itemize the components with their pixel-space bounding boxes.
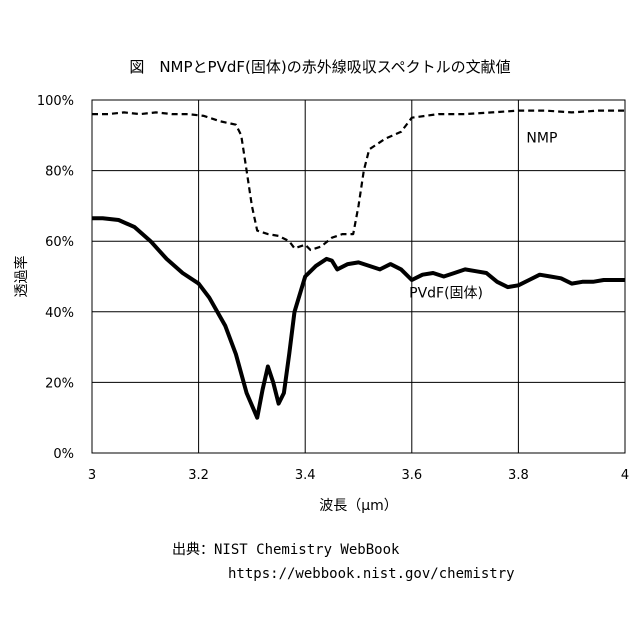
y-tick-label: 80% xyxy=(45,165,74,180)
y-tick-label: 40% xyxy=(45,306,74,321)
x-axis-label: 波長（μm） xyxy=(319,498,398,514)
series-line-1 xyxy=(92,218,625,417)
y-tick-label: 20% xyxy=(45,376,74,391)
y-tick-label: 60% xyxy=(45,235,74,250)
x-tick-label: 3.4 xyxy=(295,468,316,483)
source-line-1: 出典：NIST Chemistry WebBook xyxy=(172,538,515,562)
tick-labels: 33.23.43.63.840%20%40%60%80%100% xyxy=(37,94,629,483)
x-tick-label: 3.8 xyxy=(508,468,529,483)
series-label-0: NMP xyxy=(526,130,557,146)
y-axis-label: 透過率 xyxy=(13,256,30,298)
source-url: https://webbook.nist.gov/chemistry xyxy=(172,562,515,586)
x-tick-label: 3.6 xyxy=(401,468,422,483)
x-tick-label: 3.2 xyxy=(188,468,209,483)
chart-title: 図 NMPとPVdF(固体)の赤外線吸収スペクトルの文献値 xyxy=(0,56,640,77)
y-tick-label: 100% xyxy=(37,94,74,109)
x-tick-label: 3 xyxy=(88,468,96,483)
series-layer xyxy=(92,111,625,418)
source-citation: 出典：NIST Chemistry WebBook https://webboo… xyxy=(172,538,515,586)
y-tick-label: 0% xyxy=(53,447,74,462)
series-label-1: PVdF(固体) xyxy=(409,286,483,302)
x-tick-label: 4 xyxy=(621,468,629,483)
